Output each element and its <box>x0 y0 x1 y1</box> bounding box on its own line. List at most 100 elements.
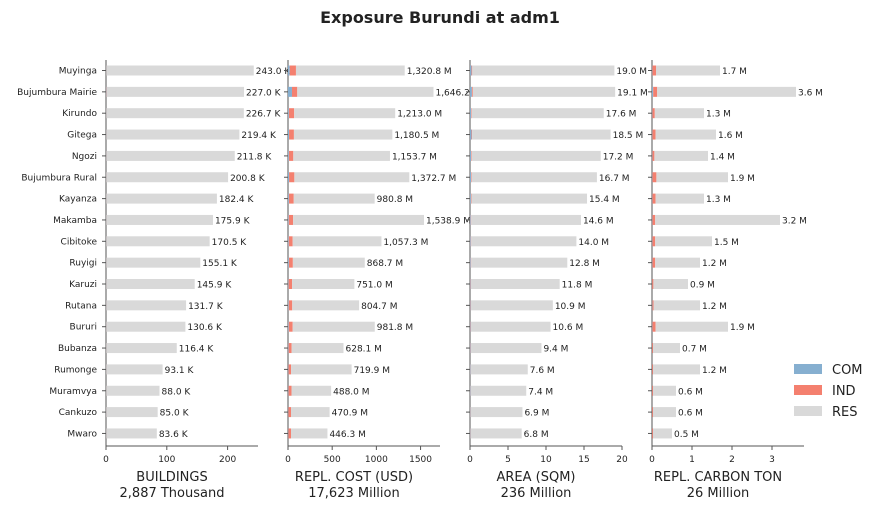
data-label: 1,213.0 M <box>397 110 442 120</box>
data-label: 155.1 K <box>202 259 238 269</box>
x-axis-total: 17,623 Million <box>308 486 399 501</box>
bar-ind <box>652 321 656 332</box>
bar-ind <box>288 364 292 375</box>
bar-res <box>470 343 542 354</box>
data-label: 1.7 M <box>722 67 747 77</box>
data-label: 7.6 M <box>530 366 555 376</box>
bar-com <box>470 193 471 204</box>
category-label: Cankuzo <box>59 408 98 418</box>
data-label: 1.9 M <box>730 174 755 184</box>
bar-com <box>288 300 289 311</box>
data-label: 15.4 M <box>589 195 620 205</box>
bar-com <box>288 86 292 97</box>
x-tick-label: 0 <box>285 455 291 465</box>
data-label: 130.6 K <box>187 323 223 333</box>
bar-res <box>470 428 522 439</box>
data-label: 16.7 M <box>599 174 630 184</box>
bar-res <box>295 65 405 76</box>
bar-res <box>106 321 186 332</box>
bar-res <box>472 65 615 76</box>
data-label: 1,538.9 M <box>426 216 471 226</box>
bar-res <box>653 364 700 375</box>
data-label: 182.4 K <box>219 195 255 205</box>
data-label: 17.2 M <box>603 152 634 162</box>
data-label: 1.6 M <box>718 131 743 141</box>
bar-res <box>106 407 158 418</box>
category-label: Ngozi <box>72 152 97 162</box>
x-tick-label: 10 <box>540 455 552 465</box>
category-label: Karuzi <box>69 280 97 290</box>
bar-res <box>471 214 581 225</box>
bar-ind <box>470 193 472 204</box>
bar-res <box>106 279 195 289</box>
bar-ind <box>288 428 292 439</box>
bar-com <box>652 86 654 97</box>
x-tick-label: 1500 <box>409 455 432 465</box>
bar-res <box>653 300 700 311</box>
x-axis-label: REPL. COST (USD) <box>295 470 413 485</box>
bar-ind <box>288 279 293 289</box>
x-tick-label: 200 <box>219 455 236 465</box>
bar-ind <box>652 150 655 161</box>
category-label: Cibitoke <box>61 237 98 247</box>
bar-res <box>292 321 375 332</box>
bar-res <box>106 193 217 204</box>
x-tick-label: 5 <box>505 455 511 465</box>
bar-ind <box>288 385 292 396</box>
data-label: 1.2 M <box>702 259 727 269</box>
bar-ind <box>288 150 294 161</box>
bar-com <box>470 65 472 76</box>
data-label: 0.7 M <box>682 345 707 355</box>
bar-res <box>291 385 332 396</box>
data-label: 1.2 M <box>702 366 727 376</box>
bar-ind <box>289 65 296 76</box>
bar-res <box>293 129 393 140</box>
bar-res <box>106 364 163 375</box>
data-label: 83.6 K <box>159 430 189 440</box>
bar-ind <box>652 214 656 225</box>
x-axis-total: 26 Million <box>687 486 750 501</box>
category-label: Mwaro <box>67 429 97 439</box>
data-label: 0.5 M <box>674 430 699 440</box>
bar-ind <box>288 257 293 268</box>
bar-res <box>472 86 616 97</box>
data-label: 10.6 M <box>553 323 584 333</box>
category-label: Muyinga <box>59 67 97 77</box>
data-label: 175.9 K <box>215 216 251 226</box>
bar-res <box>294 108 396 119</box>
bar-res <box>470 279 560 289</box>
data-label: 200.8 K <box>230 174 266 184</box>
data-label: 1,372.7 M <box>411 174 456 184</box>
data-label: 88.0 K <box>162 387 192 397</box>
legend-swatch-ind <box>794 385 822 395</box>
bar-ind <box>652 172 657 183</box>
bar-ind <box>653 86 658 97</box>
bar-ind <box>288 193 294 204</box>
x-axis-total: 236 Million <box>501 486 572 501</box>
data-label: 1.4 M <box>710 152 735 162</box>
bar-ind <box>652 129 656 140</box>
bar-res <box>470 385 527 396</box>
bar-res <box>471 108 604 119</box>
bar-res <box>654 108 704 119</box>
bar-com <box>288 279 289 289</box>
category-label: Gitega <box>67 131 97 141</box>
bar-ind <box>652 385 653 396</box>
x-tick-label: 100 <box>158 455 175 465</box>
x-tick-label: 15 <box>578 455 589 465</box>
x-tick-label: 0 <box>103 455 109 465</box>
data-label: 1.3 M <box>706 110 731 120</box>
category-label: Bubanza <box>58 344 97 354</box>
bar-ind <box>652 193 656 204</box>
bar-res <box>292 279 355 289</box>
bar-com <box>288 108 289 119</box>
bar-com <box>288 193 289 204</box>
data-label: 3.6 M <box>798 88 823 98</box>
chart-title: Exposure Burundi at adm1 <box>320 8 560 27</box>
category-label: Ruyigi <box>69 259 97 269</box>
bar-ind <box>288 407 292 418</box>
data-label: 1,320.8 M <box>407 67 452 77</box>
data-label: 14.0 M <box>578 238 609 248</box>
bar-res <box>106 129 240 140</box>
data-label: 10.9 M <box>555 302 586 312</box>
